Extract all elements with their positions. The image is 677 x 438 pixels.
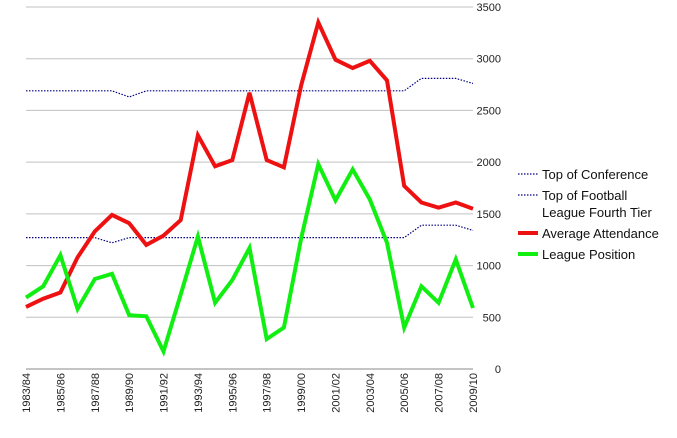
- y-tick-label: 500: [483, 312, 501, 324]
- x-axis-ticks: 1983/84 1985/86 1987/88 1989/90 1991/92 1993/…: [21, 373, 480, 413]
- y-tick-label: 0: [495, 364, 501, 376]
- x-tick-label: 1995/96: [227, 373, 239, 413]
- legend-label: League Fourth Tier: [542, 205, 653, 220]
- x-tick-label: 2009/10: [468, 373, 480, 413]
- x-tick-label: 1985/86: [55, 373, 67, 413]
- x-tick-label: 1997/98: [262, 373, 274, 413]
- x-tick-label: 1989/90: [124, 373, 136, 413]
- x-tick-label: 1999/00: [296, 373, 308, 413]
- y-tick-label: 1000: [477, 261, 501, 273]
- y-tick-label: 2000: [477, 157, 501, 169]
- x-tick-label: 1983/84: [21, 373, 33, 413]
- gridlines: [26, 6, 473, 318]
- y-tick-label: 2500: [477, 105, 501, 117]
- series-line-top-of-conference: [26, 77, 474, 98]
- y-tick-label: 1500: [477, 209, 501, 221]
- x-tick-label: 1987/88: [90, 373, 102, 413]
- legend-label: League Position: [542, 247, 635, 262]
- x-tick-label: 1993/94: [193, 373, 205, 413]
- series-line-top-of-football-league-fourth-tier: [26, 224, 474, 244]
- y-tick-label: 3500: [477, 2, 501, 14]
- series-line-league-position: [24, 158, 475, 357]
- x-tick-label: 2005/06: [399, 373, 411, 413]
- x-tick-label: 2003/04: [365, 373, 377, 413]
- legend-label: Top of Conference: [542, 167, 648, 182]
- series-line-average-attendance: [25, 16, 474, 309]
- legend: Top of Conference Top of Football League F…: [518, 167, 659, 262]
- x-tick-label: 1991/92: [159, 373, 171, 413]
- legend-label: Average Attendance: [542, 226, 659, 241]
- y-tick-label: 3000: [477, 54, 501, 66]
- y-axis-ticks: 0 500 1000 1500 2000 2500 3000 3500: [477, 2, 501, 376]
- x-tick-label: 2007/08: [434, 373, 446, 413]
- legend-label: Top of Football: [542, 188, 627, 203]
- series-lines: [24, 16, 475, 357]
- x-tick-label: 2001/02: [330, 373, 342, 413]
